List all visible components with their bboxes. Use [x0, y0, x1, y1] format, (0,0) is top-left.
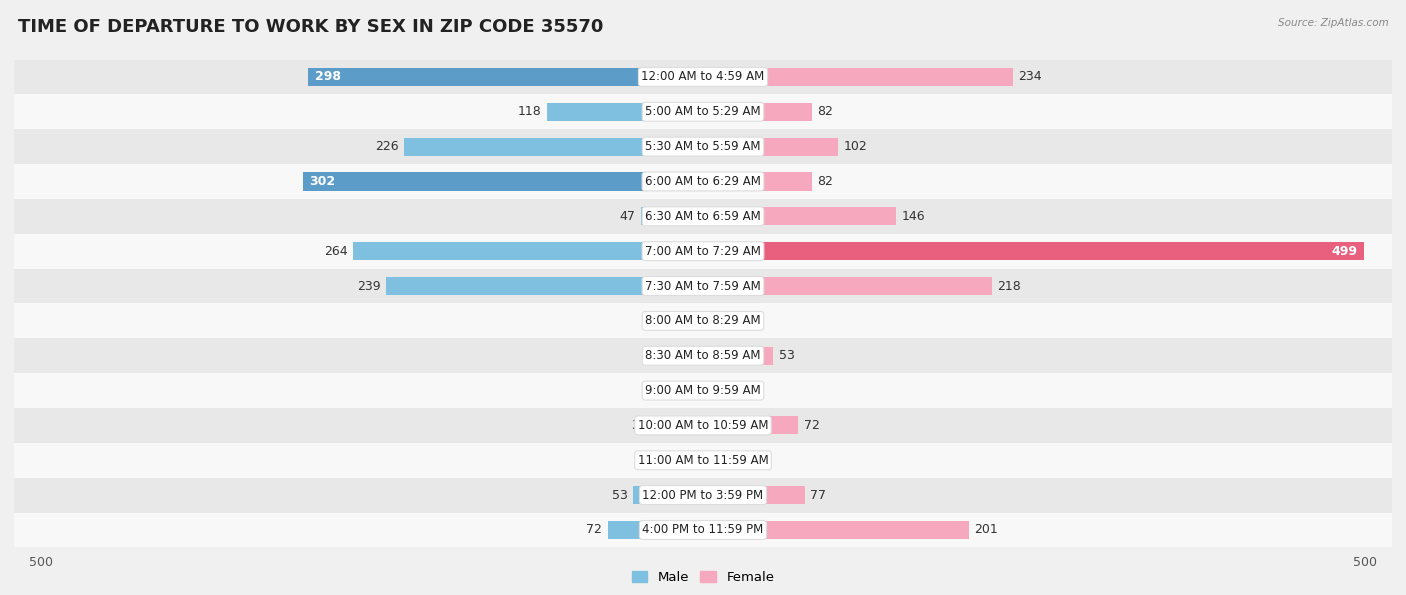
Bar [353, 242, 703, 260]
Bar [703, 416, 799, 434]
Text: 118: 118 [517, 105, 541, 118]
Text: 28: 28 [745, 314, 761, 327]
Legend: Male, Female: Male, Female [626, 566, 780, 590]
Text: 12:00 PM to 3:59 PM: 12:00 PM to 3:59 PM [643, 488, 763, 502]
Text: 218: 218 [997, 280, 1021, 293]
Bar [0, 443, 1406, 478]
Bar [547, 103, 703, 121]
Text: 226: 226 [374, 140, 398, 153]
Text: 11:00 AM to 11:59 AM: 11:00 AM to 11:59 AM [638, 454, 768, 466]
Bar [703, 103, 811, 121]
Bar [703, 173, 811, 190]
Text: 4:00 PM to 11:59 PM: 4:00 PM to 11:59 PM [643, 524, 763, 537]
Bar [652, 416, 703, 434]
Text: 5:00 AM to 5:29 AM: 5:00 AM to 5:29 AM [645, 105, 761, 118]
Text: 10:00 AM to 10:59 AM: 10:00 AM to 10:59 AM [638, 419, 768, 432]
Text: 8:00 AM to 8:29 AM: 8:00 AM to 8:29 AM [645, 314, 761, 327]
Text: 8:30 AM to 8:59 AM: 8:30 AM to 8:59 AM [645, 349, 761, 362]
Text: 9:00 AM to 9:59 AM: 9:00 AM to 9:59 AM [645, 384, 761, 397]
Bar [641, 207, 703, 226]
Text: 7:00 AM to 7:29 AM: 7:00 AM to 7:29 AM [645, 245, 761, 258]
Bar [0, 95, 1406, 129]
Bar [703, 277, 991, 295]
Bar [0, 478, 1406, 512]
Text: 201: 201 [974, 524, 998, 537]
Text: TIME OF DEPARTURE TO WORK BY SEX IN ZIP CODE 35570: TIME OF DEPARTURE TO WORK BY SEX IN ZIP … [18, 18, 603, 36]
Bar [404, 137, 703, 156]
Text: 499: 499 [1331, 245, 1358, 258]
Bar [703, 347, 773, 365]
Bar [387, 277, 703, 295]
Bar [0, 234, 1406, 268]
Text: 6:00 AM to 6:29 AM: 6:00 AM to 6:29 AM [645, 175, 761, 188]
Text: 146: 146 [901, 210, 925, 223]
Text: 38: 38 [631, 419, 647, 432]
Bar [0, 512, 1406, 547]
Text: 14: 14 [664, 384, 679, 397]
Text: 102: 102 [844, 140, 868, 153]
Text: 264: 264 [325, 245, 347, 258]
Bar [0, 129, 1406, 164]
Text: 5:30 AM to 5:59 AM: 5:30 AM to 5:59 AM [645, 140, 761, 153]
Bar [0, 164, 1406, 199]
Bar [0, 199, 1406, 234]
Bar [685, 381, 703, 400]
Text: 239: 239 [357, 280, 381, 293]
Bar [0, 268, 1406, 303]
Text: 24: 24 [650, 314, 666, 327]
Text: 298: 298 [315, 70, 340, 83]
Bar [0, 303, 1406, 339]
Bar [0, 339, 1406, 373]
Text: 234: 234 [1018, 70, 1042, 83]
Bar [703, 486, 806, 504]
Bar [308, 68, 703, 86]
Bar [703, 451, 731, 469]
Text: 53: 53 [612, 488, 627, 502]
Bar [0, 60, 1406, 95]
Bar [669, 451, 703, 469]
Bar [703, 68, 1014, 86]
Text: 302: 302 [309, 175, 336, 188]
Text: 6:30 AM to 6:59 AM: 6:30 AM to 6:59 AM [645, 210, 761, 223]
Bar [0, 408, 1406, 443]
Text: 72: 72 [804, 419, 820, 432]
Text: 82: 82 [817, 175, 832, 188]
Text: 12:00 AM to 4:59 AM: 12:00 AM to 4:59 AM [641, 70, 765, 83]
Text: 47: 47 [620, 210, 636, 223]
Text: 82: 82 [817, 105, 832, 118]
Text: 0: 0 [690, 349, 697, 362]
Bar [633, 486, 703, 504]
Bar [703, 381, 713, 400]
Bar [0, 373, 1406, 408]
Text: 72: 72 [586, 524, 602, 537]
Bar [703, 521, 969, 539]
Text: 53: 53 [779, 349, 794, 362]
Bar [302, 173, 703, 190]
Text: 21: 21 [737, 454, 752, 466]
Bar [703, 207, 897, 226]
Text: 7: 7 [717, 384, 725, 397]
Bar [703, 137, 838, 156]
Text: 25: 25 [648, 454, 665, 466]
Bar [671, 312, 703, 330]
Bar [703, 312, 740, 330]
Text: 77: 77 [810, 488, 827, 502]
Text: Source: ZipAtlas.com: Source: ZipAtlas.com [1278, 18, 1389, 28]
Bar [607, 521, 703, 539]
Bar [703, 242, 1364, 260]
Text: 7:30 AM to 7:59 AM: 7:30 AM to 7:59 AM [645, 280, 761, 293]
